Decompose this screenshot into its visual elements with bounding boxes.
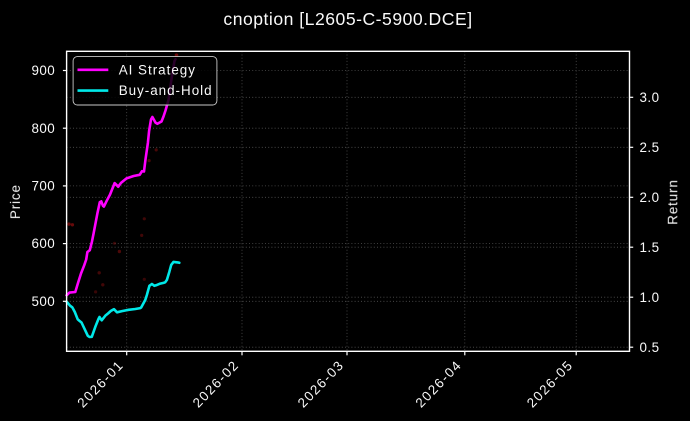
svg-text:700: 700	[31, 179, 55, 194]
svg-text:cnoption [L2605-C-5900.DCE]: cnoption [L2605-C-5900.DCE]	[223, 9, 472, 29]
svg-text:3.0: 3.0	[640, 90, 660, 105]
svg-text:600: 600	[31, 236, 55, 251]
svg-text:500: 500	[31, 294, 55, 309]
svg-text:Price: Price	[8, 184, 23, 219]
svg-text:1.5: 1.5	[640, 240, 660, 255]
svg-text:800: 800	[31, 121, 55, 136]
svg-text:900: 900	[31, 63, 55, 78]
svg-text:Buy-and-Hold: Buy-and-Hold	[119, 83, 213, 98]
svg-text:2.5: 2.5	[640, 140, 660, 155]
svg-text:1.0: 1.0	[640, 290, 660, 305]
svg-text:2.0: 2.0	[640, 190, 660, 205]
svg-text:AI Strategy: AI Strategy	[119, 62, 196, 77]
svg-text:Return: Return	[665, 179, 680, 225]
svg-text:0.5: 0.5	[640, 340, 660, 355]
